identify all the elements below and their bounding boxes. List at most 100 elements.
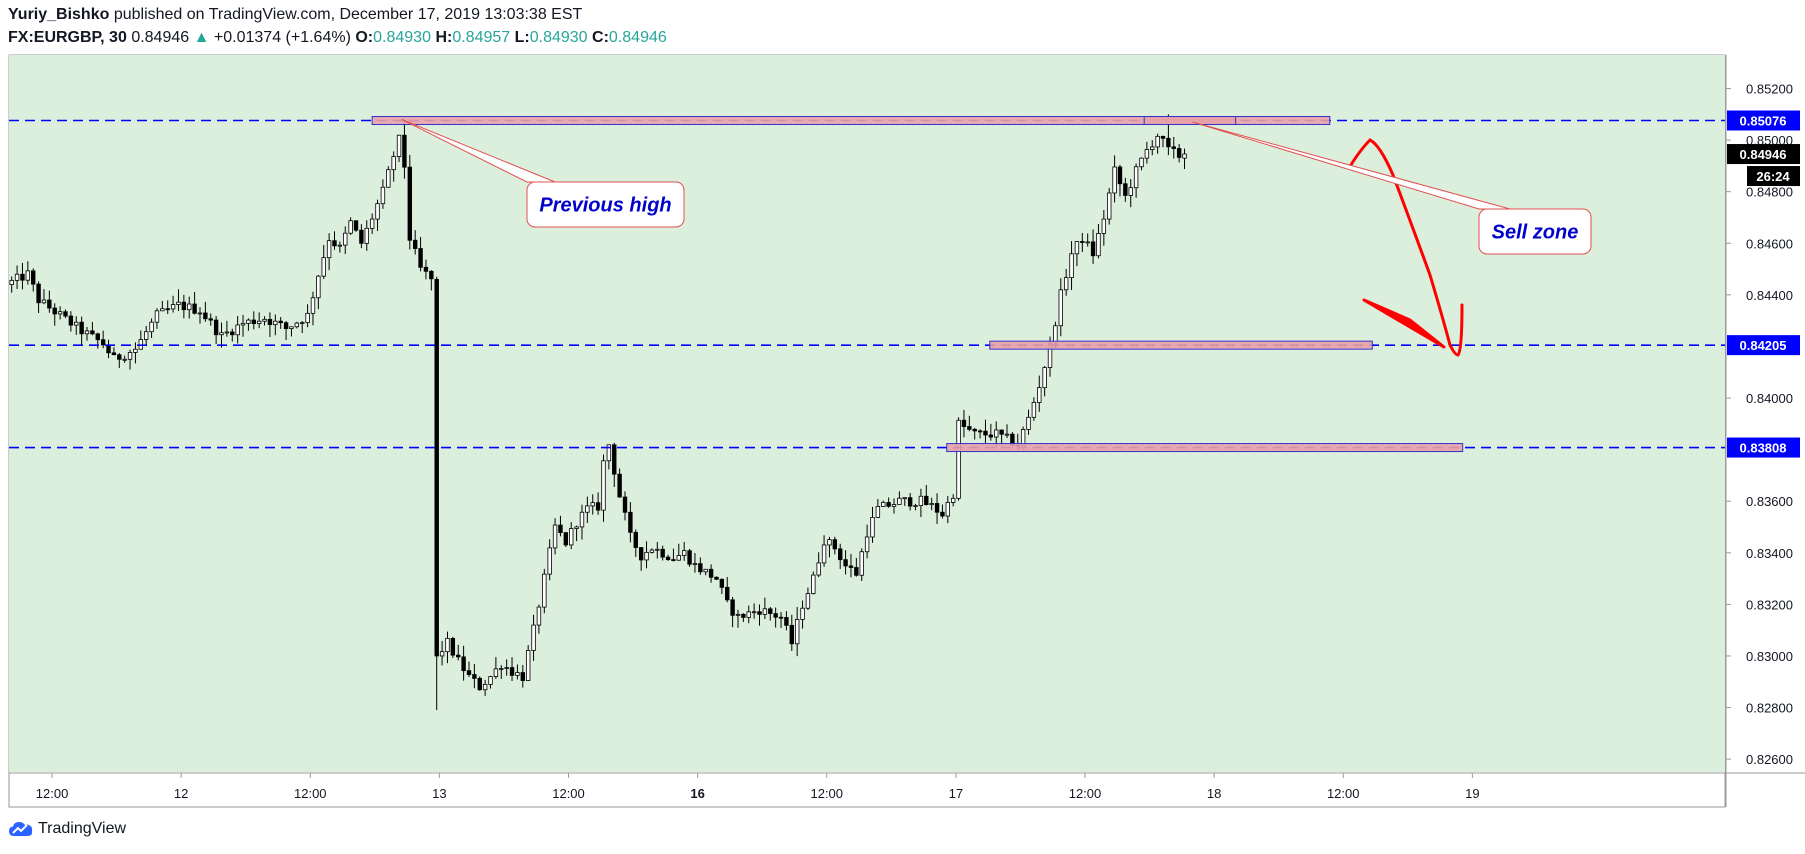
candle[interactable] [1058,278,1063,337]
candle[interactable] [1139,157,1144,171]
candle[interactable] [1004,424,1010,439]
candle[interactable] [967,415,972,432]
candle[interactable] [854,557,859,577]
candle[interactable] [816,552,821,578]
candle[interactable] [149,318,154,338]
candle[interactable] [1117,164,1123,197]
candle[interactable] [224,320,230,337]
candle[interactable] [283,320,289,341]
candle[interactable] [595,492,601,515]
candle[interactable] [590,494,595,515]
candle[interactable] [574,525,579,542]
candle[interactable] [1182,148,1187,170]
candle[interactable] [725,576,730,603]
candle[interactable] [192,291,197,315]
callout[interactable]: Sell zone [1192,121,1592,255]
candle[interactable] [262,316,267,326]
candle[interactable] [273,314,278,336]
candle[interactable] [57,306,63,320]
candle[interactable] [348,217,353,235]
price-axis[interactable]: 0.852000.850000.848000.846000.844000.840… [1726,82,1793,768]
candle[interactable] [897,491,902,505]
candle[interactable] [143,325,149,347]
candle[interactable] [832,536,838,555]
candle[interactable] [321,244,326,280]
candle[interactable] [79,316,84,346]
candle[interactable] [386,166,391,188]
candle[interactable] [407,154,413,250]
candle[interactable] [219,322,224,348]
candle[interactable] [203,301,208,322]
candle[interactable] [778,612,784,629]
candle[interactable] [396,134,402,162]
candle[interactable] [520,664,525,688]
candle[interactable] [585,496,590,523]
candle[interactable] [811,571,816,595]
candle[interactable] [36,281,41,313]
candle[interactable] [461,645,466,681]
candle[interactable] [525,645,531,682]
candle[interactable] [466,661,472,678]
candle[interactable] [127,349,133,370]
candle[interactable] [569,522,574,550]
candle[interactable] [332,231,337,250]
candle[interactable] [805,587,811,610]
candle[interactable] [692,553,698,573]
candle[interactable] [251,311,256,330]
callout[interactable]: Previous high [401,119,685,228]
candle[interactable] [950,494,956,507]
candle[interactable] [907,493,913,511]
candle[interactable] [138,330,144,350]
candle[interactable] [63,309,68,319]
candle[interactable] [558,515,563,537]
candle[interactable] [515,664,520,680]
candle[interactable] [230,328,235,342]
candle[interactable] [929,497,934,511]
candle[interactable] [644,541,649,569]
candle[interactable] [563,532,569,548]
candle[interactable] [289,326,294,337]
candle[interactable] [1085,233,1090,247]
candle[interactable] [821,535,827,567]
candle[interactable] [1096,224,1101,259]
candle[interactable] [1074,241,1080,267]
candle[interactable] [47,290,52,313]
candle[interactable] [628,502,633,543]
candle[interactable] [891,498,897,514]
candle[interactable] [256,312,262,329]
candle[interactable] [316,274,321,310]
candle[interactable] [391,151,396,182]
candle[interactable] [445,631,450,664]
candle[interactable] [542,568,547,614]
candle[interactable] [165,300,170,315]
candle[interactable] [499,665,504,679]
candle[interactable] [434,276,439,711]
candle[interactable] [9,276,14,293]
candle[interactable] [369,213,375,234]
candle[interactable] [380,179,386,209]
candle[interactable] [90,321,95,336]
candle[interactable] [746,605,751,624]
candle[interactable] [838,543,843,569]
zone-rect[interactable] [1143,116,1237,126]
candle[interactable] [197,307,203,324]
candle[interactable] [68,311,74,332]
candle[interactable] [1176,144,1182,163]
candle[interactable] [633,529,638,557]
candle[interactable] [456,644,461,661]
candle[interactable] [31,268,36,292]
candle[interactable] [100,330,106,349]
candle[interactable] [353,220,359,232]
candle[interactable] [117,353,122,368]
candle[interactable] [655,541,660,559]
candle[interactable] [800,600,805,629]
candle[interactable] [213,315,219,344]
candle[interactable] [606,444,612,470]
candle[interactable] [622,491,628,521]
candle[interactable] [902,497,907,506]
candle[interactable] [423,259,429,280]
candle[interactable] [988,423,994,441]
candle[interactable] [864,524,870,559]
candle[interactable] [1080,232,1085,253]
